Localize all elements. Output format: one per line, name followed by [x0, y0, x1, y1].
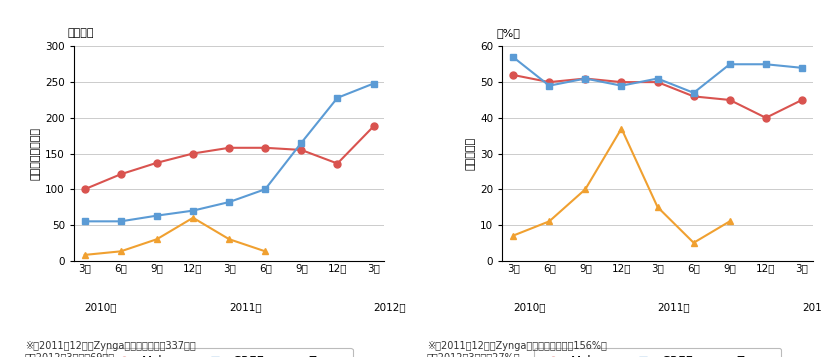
Text: （億円）: （億円） [67, 28, 94, 38]
Legend: Mobage, GREE, Zynga: Mobage, GREE, Zynga [106, 348, 353, 357]
Text: （%）: （%） [496, 28, 520, 38]
Text: 2012年: 2012年 [802, 302, 821, 312]
Text: 2011年: 2011年 [229, 302, 262, 312]
Legend: Mobage, GREE, Zynga: Mobage, GREE, Zynga [534, 348, 781, 357]
Y-axis label: 営業利益（億円）: 営業利益（億円） [31, 127, 41, 180]
Text: ※　2011年12月のZyngaの営業利益は－337億円
　　2012年3月が－69億円: ※ 2011年12月のZyngaの営業利益は－337億円 2012年3月が－69… [25, 341, 195, 357]
Y-axis label: 営業利益率: 営業利益率 [466, 137, 476, 170]
Text: 2010年: 2010年 [513, 302, 546, 312]
Text: 2010年: 2010年 [85, 302, 117, 312]
Text: 2012年: 2012年 [374, 302, 406, 312]
Text: ※　2011年12月のZyngaの営業利益率は－156%。
　　2012年3月は－27%。: ※ 2011年12月のZyngaの営業利益率は－156%。 2012年3月は－2… [427, 341, 607, 357]
Text: 2011年: 2011年 [658, 302, 690, 312]
